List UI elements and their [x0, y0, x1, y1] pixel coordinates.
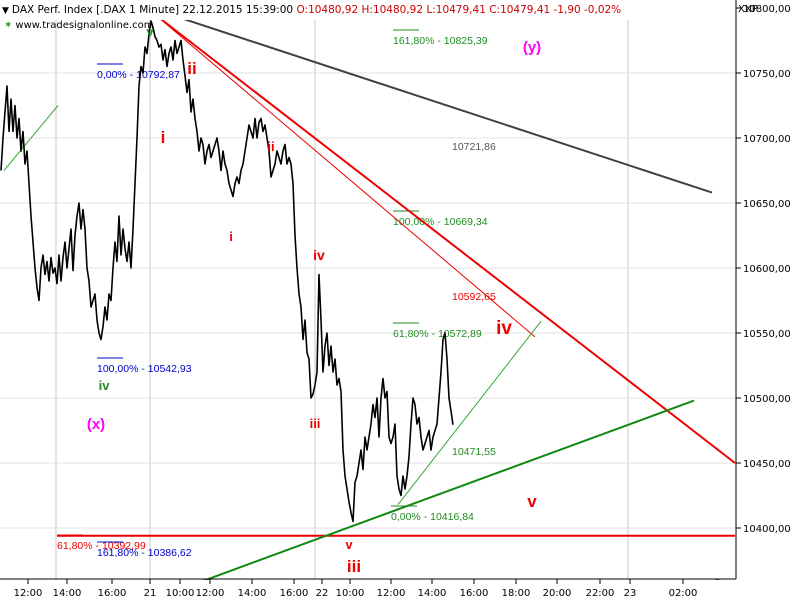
star-icon: ✶	[4, 20, 13, 31]
grid	[0, 7, 735, 579]
line-value-label: 10721,86	[452, 141, 496, 153]
fib-label: 161,80% - 10386,62	[97, 547, 192, 559]
y-tick-label: 10450,00	[743, 459, 791, 470]
wave-label: ii	[187, 59, 196, 78]
x-tick-label: 10:00	[336, 588, 365, 599]
ohlc-readout: O:10480,92 H:10480,92 L:10479,41 C:10479…	[296, 4, 622, 16]
x-tick-label: 14:00	[53, 588, 82, 599]
wave-label: iv	[99, 378, 111, 393]
trendline[interactable]	[154, 14, 536, 338]
trendline[interactable]	[3, 105, 59, 171]
wave-label: v	[146, 24, 154, 39]
watermark: ✶ www.tradesignalonline.com	[4, 20, 153, 31]
y-tick-label: 10550,00	[743, 329, 791, 340]
trendline[interactable]	[0, 0, 713, 194]
y-tick-label: 10750,00	[743, 69, 791, 80]
x-tick-label: 18:00	[502, 588, 531, 599]
wave-label: ii	[267, 139, 274, 154]
trendline[interactable]	[397, 320, 542, 505]
x-tick-label: 12:00	[377, 588, 406, 599]
wave-label: v	[527, 492, 537, 511]
x-tick-label: 10:00	[166, 588, 195, 599]
price-series	[0, 20, 454, 523]
y-tick-label: 10800,00	[743, 4, 791, 15]
x-tick-label: 14:00	[418, 588, 447, 599]
y-tick-label: 10600,00	[743, 264, 791, 275]
fibonacci-levels: 161,80% - 10825,39 100,00% - 10669,34 61,8…	[57, 29, 488, 559]
wave-label: (y)	[523, 39, 541, 56]
x-tick-label: 16:00	[280, 588, 309, 599]
wave-label: iii	[310, 416, 321, 431]
fib-label: 100,00% - 10542,93	[97, 363, 192, 375]
y-tick-label: 10700,00	[743, 134, 791, 145]
wave-label: i	[161, 128, 166, 147]
wave-label: v	[345, 537, 353, 552]
wave-label: (x)	[87, 416, 105, 433]
fib-label: 100,00% - 10669,34	[393, 216, 488, 228]
y-tick-label: 10500,00	[743, 394, 791, 405]
watermark-text: www.tradesignalonline.com	[15, 20, 154, 31]
fib-label: 0,00% - 10416,84	[391, 511, 474, 523]
x-tick-label: 23	[624, 588, 637, 599]
x-tick-label: 16:00	[98, 588, 127, 599]
wave-label: iii	[347, 557, 361, 576]
x-tick-label: 12:00	[196, 588, 225, 599]
y-tick-label: 10400,00	[743, 524, 791, 535]
fib-label: 61,80% - 10572,89	[393, 328, 482, 340]
symbol-code: XXP	[738, 4, 758, 15]
fib-label: 161,80% - 10825,39	[393, 35, 488, 47]
x-tick-label: 14:00	[238, 588, 267, 599]
down-triangle-icon[interactable]: ▼	[2, 6, 9, 16]
trendline[interactable]	[154, 13, 736, 464]
x-tick-label: 20:00	[543, 588, 572, 599]
y-tick-label: 10650,00	[743, 199, 791, 210]
y-axis-panel	[736, 0, 800, 600]
x-tick-label: 02:00	[669, 588, 698, 599]
wave-label: iv	[496, 318, 512, 339]
x-axis-panel	[0, 580, 736, 600]
chart-header: ▼ DAX Perf. Index [.DAX 1 Minute] 22.12.2…	[0, 0, 735, 20]
price-line	[0, 20, 454, 523]
instrument-title: DAX Perf. Index [.DAX 1 Minute] 22.12.20…	[11, 4, 294, 16]
x-tick-label: 12:00	[14, 588, 43, 599]
wave-label: i	[229, 229, 233, 244]
x-tick-label: 22:00	[586, 588, 615, 599]
line-value-label: 10471,55	[452, 446, 496, 458]
x-tick-label: 16:00	[460, 588, 489, 599]
fib-label: 0,00% - 10792,87	[97, 69, 180, 81]
x-tick-label: 21	[144, 588, 157, 599]
fib-label: 61,80% - 10392,99	[57, 540, 146, 552]
line-value-label: 10592,65	[452, 291, 496, 303]
wave-label: iv	[313, 247, 325, 263]
x-tick-label: 22	[316, 588, 329, 599]
trendline[interactable]	[194, 399, 695, 585]
trendlines[interactable]	[0, 0, 736, 585]
